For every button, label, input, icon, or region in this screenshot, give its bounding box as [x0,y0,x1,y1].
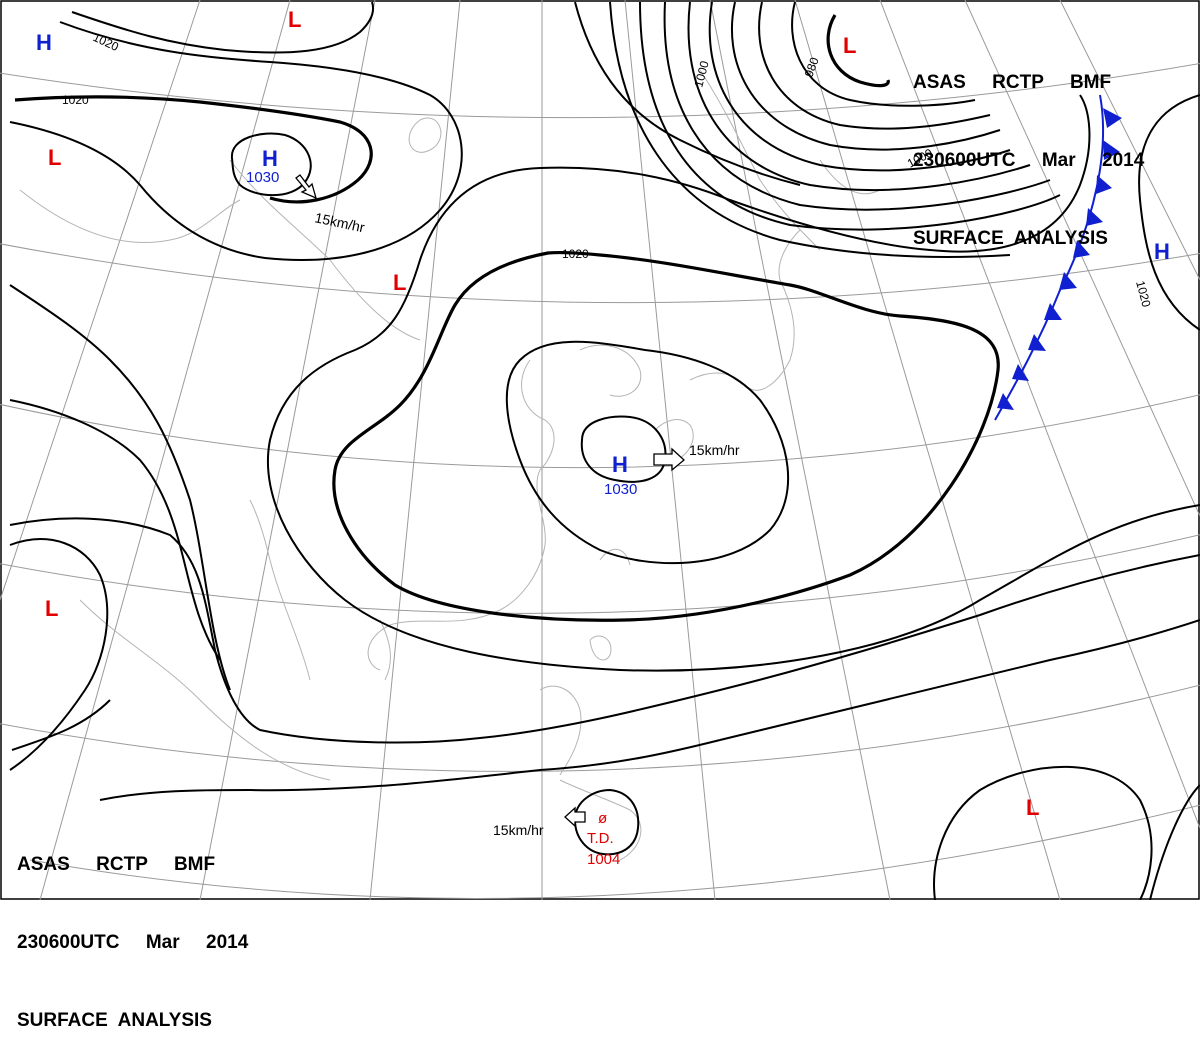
header-line-2: 230600UTC Mar 2014 [913,150,1145,171]
isobars [9,1,1200,900]
td-symbol: ø [598,810,607,827]
low-marker: L [48,145,61,170]
high-marker: H [262,146,278,171]
isobar-label: 1000 [691,59,712,89]
motion-arrow-icon [295,174,318,200]
td-value: 1004 [587,851,620,868]
isobar-label: 1020 [1133,279,1154,309]
motion-arrow-icon [653,447,685,472]
low-marker: L [288,7,301,32]
low-marker: L [1026,795,1039,820]
pressure-centers: L L L L L L H H 1030 H 1030 H ø T.D. 100… [36,7,1170,868]
motion-labels: 15km/hr 15km/hr 15km/hr [313,209,740,838]
map-frame [0,0,1200,900]
header-line-1: ASAS RCTP BMF [17,854,216,875]
high-value: 1030 [246,169,279,186]
chart-header-top-right: ASAS RCTP BMF 230600UTC Mar 2014 SURFACE… [913,18,1144,278]
low-marker: L [45,596,58,621]
isobar-label: 1020 [91,30,121,54]
header-line-1: ASAS RCTP BMF [913,72,1112,93]
low-marker: L [843,33,856,58]
motion-label: 15km/hr [689,442,740,458]
high-marker: H [36,30,52,55]
chart-header-bottom-left: ASAS RCTP BMF 230600UTC Mar 2014 SURFACE… [17,800,248,1060]
header-line-3: SURFACE ANALYSIS [17,1010,212,1031]
td-label: T.D. [587,830,614,847]
weather-map: 1020 1020 1020 1000 980 1000 1020 L L L … [0,0,1200,900]
motion-label: 15km/hr [313,209,366,235]
low-marker: L [393,270,406,295]
isobar-label: 980 [802,55,822,79]
high-marker: H [1154,239,1170,264]
motion-label: 15km/hr [493,822,544,838]
motion-arrows [295,174,685,828]
isobar-labels: 1020 1020 1020 1000 980 1000 1020 [62,30,1154,309]
header-line-3: SURFACE ANALYSIS [913,228,1108,249]
header-line-2: 230600UTC Mar 2014 [17,932,249,953]
high-marker: H [612,452,628,477]
isobar-label: 1020 [62,93,89,107]
cold-front [994,94,1122,421]
isobar-label: 1020 [562,247,589,261]
high-value: 1030 [604,481,637,498]
motion-arrow-icon [564,806,586,828]
